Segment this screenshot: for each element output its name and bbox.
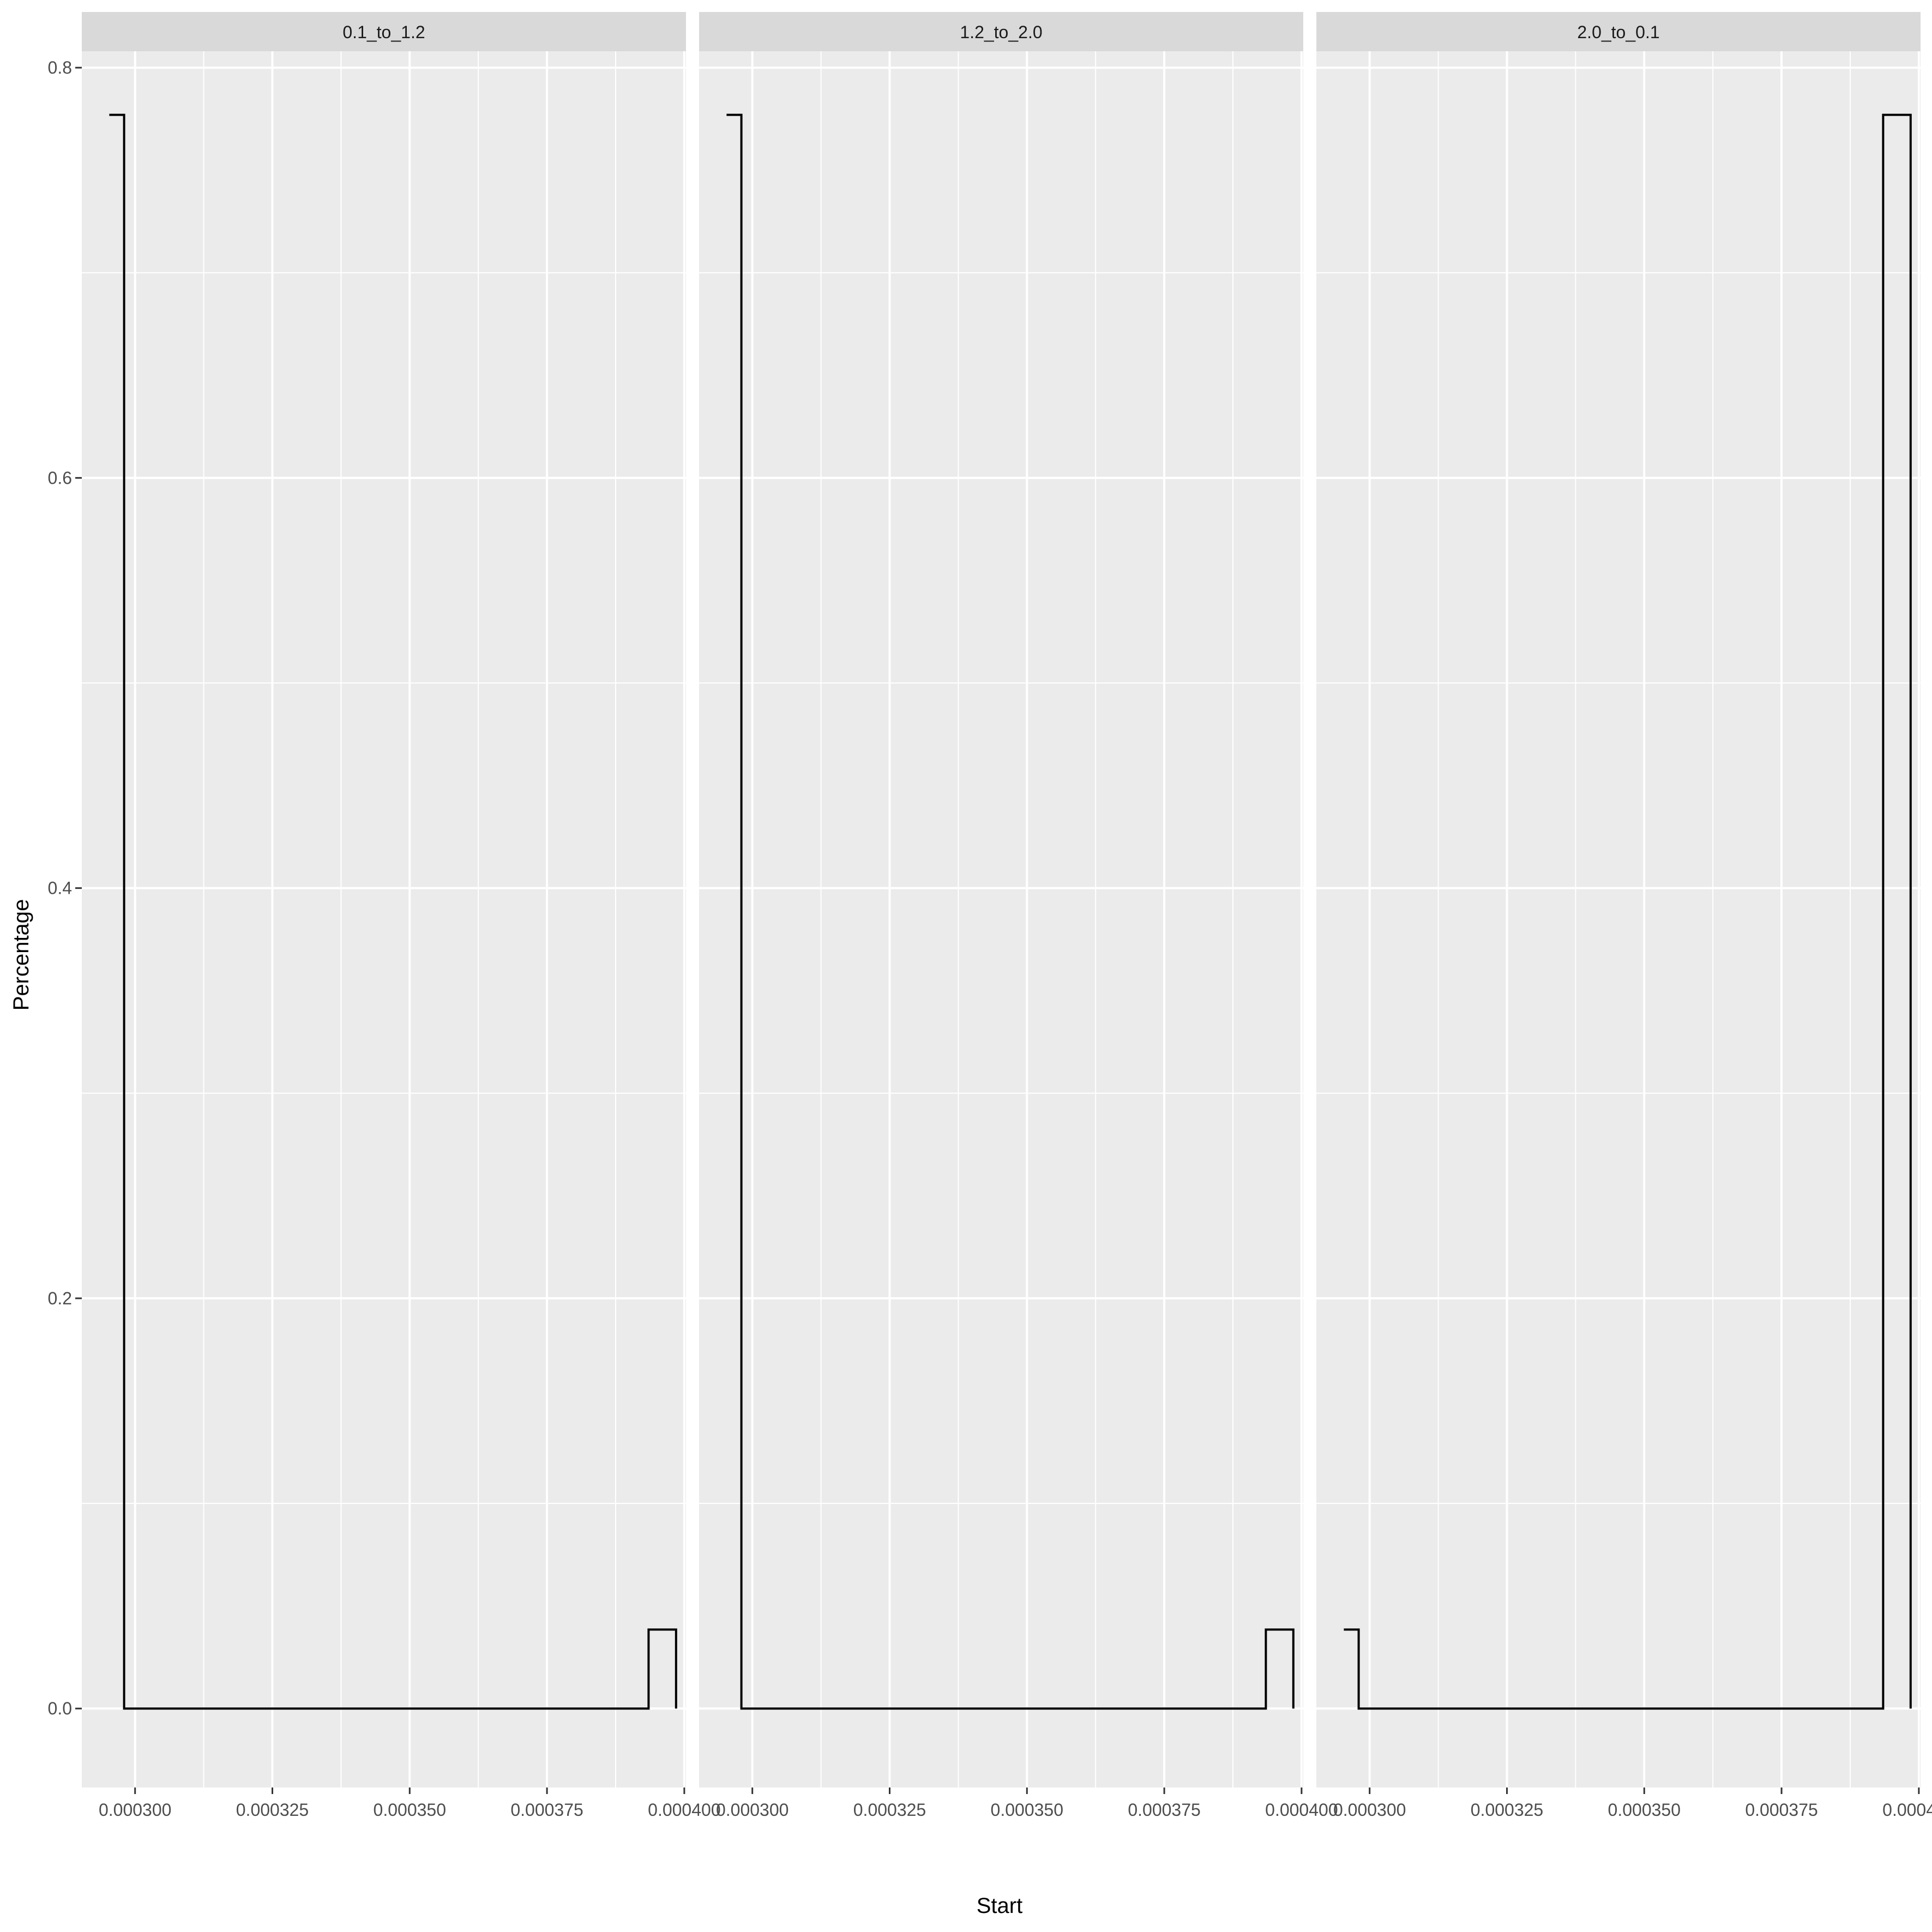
panel-background <box>1316 51 1921 1787</box>
x-tick-label: 0.000300 <box>99 1800 171 1820</box>
x-tick-label: 0.000325 <box>236 1800 309 1820</box>
y-axis-title: Percentage <box>9 899 33 1011</box>
strip-background <box>82 12 686 51</box>
x-tick-label: 0.000350 <box>1608 1800 1681 1820</box>
panel-background <box>82 51 686 1787</box>
x-axis-title: Start <box>977 1894 1022 1918</box>
strip-label: 1.2_to_2.0 <box>960 22 1042 42</box>
strip-label: 2.0_to_0.1 <box>1577 22 1659 42</box>
panel-1: 0.1_to_1.2 0.000300 0.000325 0.000350 0.0003… <box>82 12 721 1820</box>
strip-background <box>1316 12 1921 51</box>
strip-background <box>699 12 1303 51</box>
strip-label: 0.1_to_1.2 <box>342 22 425 42</box>
step-line <box>726 113 1295 1710</box>
x-tick-label: 0.000350 <box>991 1800 1063 1820</box>
x-tick-label: 0.000325 <box>1471 1800 1543 1820</box>
y-axis: 0.0 0.2 0.4 0.6 0.8 <box>48 58 82 1718</box>
x-tick-label: 0.000375 <box>510 1800 583 1820</box>
panel-background <box>699 51 1303 1787</box>
y-tick-label: 0.8 <box>48 58 72 77</box>
y-tick-label: 0.0 <box>48 1699 72 1718</box>
x-tick-label: 0.000300 <box>1333 1800 1406 1820</box>
y-tick-label: 0.6 <box>48 468 72 487</box>
y-tick-label: 0.4 <box>48 878 72 898</box>
x-tick-label: 0.000375 <box>1745 1800 1817 1820</box>
x-tick-label: 0.000400 <box>648 1800 720 1820</box>
x-tick-label: 0.000400 <box>1265 1800 1338 1820</box>
step-line <box>1344 113 1912 1710</box>
panel-3: 2.0_to_0.1 0.000300 0.000325 0.000350 0.0003… <box>1316 12 1932 1820</box>
x-tick-label: 0.000325 <box>853 1800 926 1820</box>
y-tick-label: 0.2 <box>48 1289 72 1308</box>
x-tick-label: 0.000350 <box>374 1800 446 1820</box>
x-tick-label: 0.000300 <box>716 1800 789 1820</box>
step-line <box>109 113 677 1710</box>
panel-2: 1.2_to_2.0 0.000300 0.000325 0.000350 0.0003… <box>699 12 1338 1820</box>
x-tick-label: 0.000400 <box>1882 1800 1932 1820</box>
panels-layer: 0.1_to_1.2 0.000300 0.000325 0.000350 0.0003… <box>82 12 1932 1820</box>
x-tick-label: 0.000375 <box>1128 1800 1200 1820</box>
